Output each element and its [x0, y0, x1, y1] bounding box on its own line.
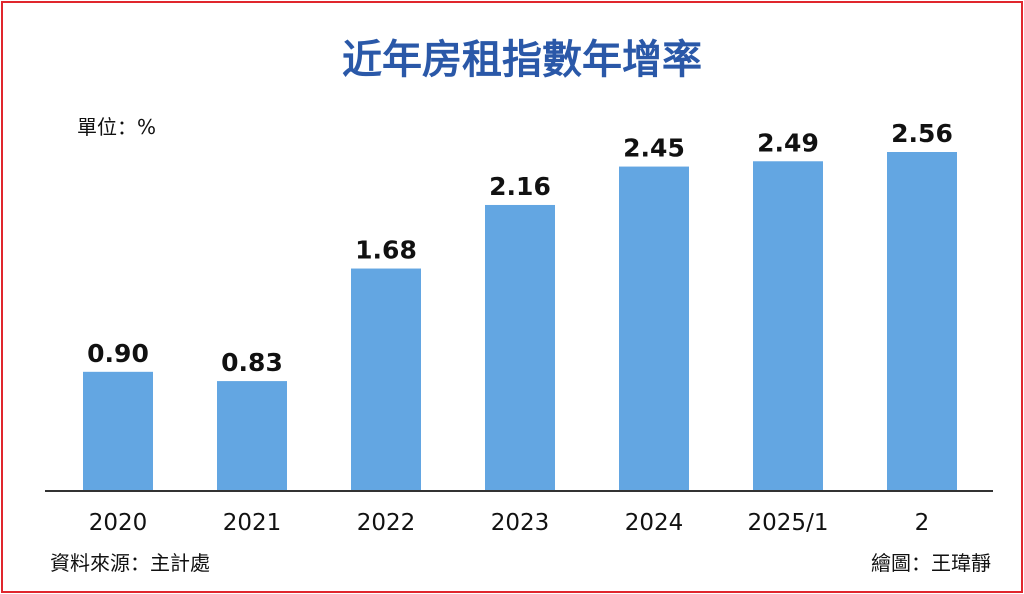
- credit-label: 繪圖：王瑋靜: [871, 551, 991, 575]
- x-tick-label-2020: 2020: [89, 510, 148, 536]
- x-tick-label-2025-1: 2025/1: [748, 510, 829, 536]
- bar-2020: [83, 371, 153, 491]
- bar-2021: [217, 381, 287, 491]
- bar-2024: [619, 166, 689, 491]
- bar-2025-1: [753, 161, 823, 491]
- value-label-2: 2.56: [891, 119, 953, 148]
- chart-title: 近年房租指數年增率: [342, 37, 702, 83]
- bar-chart: 近年房租指數年增率 單位：% 0.90 2020 0.83 2021 1.68 2022 2…: [45, 37, 993, 575]
- bar-2: [887, 152, 957, 491]
- x-tick-label-2024: 2024: [625, 510, 684, 536]
- value-label-2020: 0.90: [87, 339, 149, 368]
- source-label: 資料來源：主計處: [50, 551, 210, 575]
- x-tick-label-2: 2: [915, 510, 930, 536]
- x-tick-label-2021: 2021: [223, 510, 282, 536]
- bar-2023: [485, 204, 555, 491]
- bars-layer: 0.90 2020 0.83 2021 1.68 2022 2.16 2023 2.45 2024…: [83, 119, 957, 536]
- unit-label: 單位：%: [77, 115, 156, 139]
- value-label-2021: 0.83: [221, 348, 283, 377]
- value-label-2022: 1.68: [355, 236, 417, 265]
- value-label-2023: 2.16: [489, 172, 551, 201]
- value-label-2024: 2.45: [623, 134, 685, 163]
- bar-2022: [351, 268, 421, 491]
- value-label-2025-1: 2.49: [757, 128, 819, 157]
- x-tick-label-2022: 2022: [357, 510, 416, 536]
- x-tick-label-2023: 2023: [491, 510, 550, 536]
